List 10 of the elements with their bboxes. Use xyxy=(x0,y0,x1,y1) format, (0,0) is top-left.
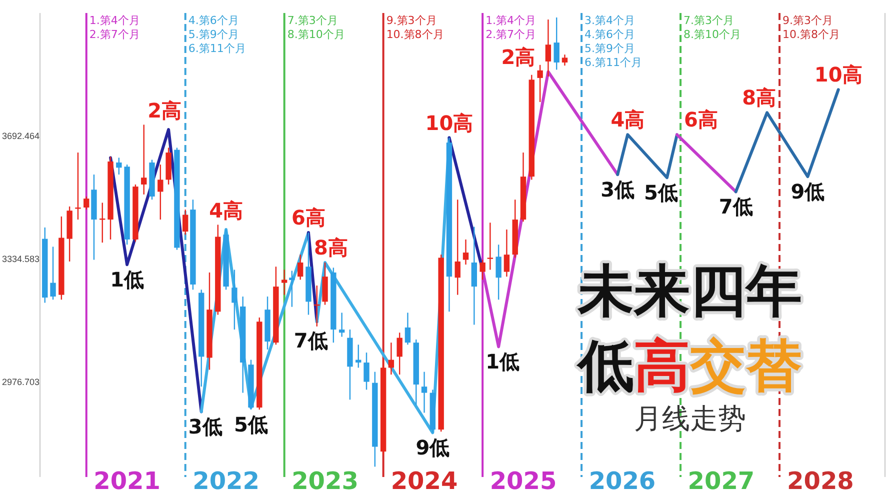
note: 4.第6个月 5.第9个月 6.第11个月 xyxy=(188,14,246,55)
subtitle: 月线走势 xyxy=(634,402,746,435)
note: 7.第3个月 8.第10个月 xyxy=(287,14,345,41)
note: 3.第4个月 4.第6个月 5.第9个月 6.第11个月 xyxy=(584,14,642,69)
note: 9.第3个月 10.第8个月 xyxy=(386,14,444,41)
note: 9.第3个月 10.第8个月 xyxy=(782,14,840,41)
title: 未来四年低高交替 xyxy=(578,259,802,399)
note: 1.第4个月 2.第7个月 xyxy=(89,14,140,41)
note: 7.第3个月 8.第10个月 xyxy=(684,14,742,41)
note: 1.第4个月 2.第7个月 xyxy=(486,14,536,41)
